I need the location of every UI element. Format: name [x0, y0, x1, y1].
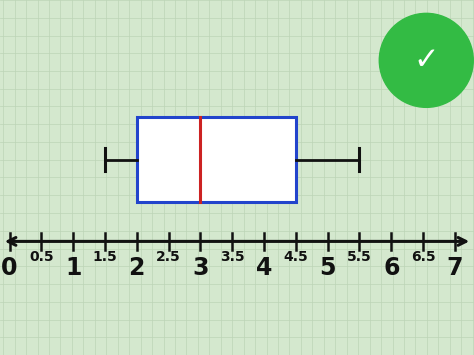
Text: ✓: ✓ [413, 46, 439, 75]
Text: 2.5: 2.5 [156, 250, 181, 264]
Text: 4: 4 [256, 256, 272, 280]
Text: 3.5: 3.5 [220, 250, 245, 264]
Text: 7: 7 [447, 256, 463, 280]
Text: 6: 6 [383, 256, 400, 280]
Text: 4.5: 4.5 [283, 250, 308, 264]
Bar [137, 117, 296, 202]
Text: 6.5: 6.5 [411, 250, 436, 264]
Text: 5.5: 5.5 [347, 250, 372, 264]
Text: 1: 1 [65, 256, 82, 280]
Text: 5: 5 [319, 256, 336, 280]
Text: 3: 3 [192, 256, 209, 280]
Text: 1.5: 1.5 [92, 250, 118, 264]
Text: 0: 0 [1, 256, 18, 280]
Text: 0.5: 0.5 [29, 250, 54, 264]
Ellipse shape [379, 13, 473, 107]
Text: 2: 2 [128, 256, 145, 280]
